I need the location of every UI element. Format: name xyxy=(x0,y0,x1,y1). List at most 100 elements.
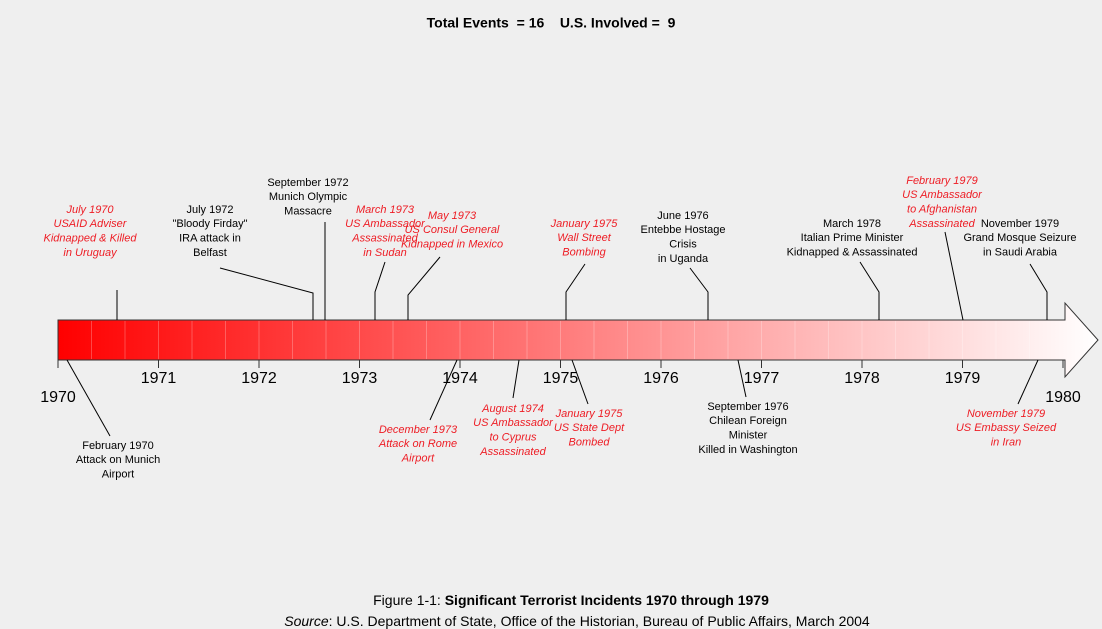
timeline-arrow xyxy=(57,301,1099,379)
event: July 1972 "Bloody Firday" IRA attack in Bel… xyxy=(172,204,247,259)
source: Source: U.S. Department of State, Office… xyxy=(284,613,870,629)
event: January 1975 US State Dept Bombed xyxy=(554,408,625,449)
event-label-line: Kidnapped & Killed xyxy=(44,233,138,245)
event-connector xyxy=(859,261,880,320)
year-label: 1974 xyxy=(442,370,478,387)
event: February 1979 US Ambassador to Afghanistan… xyxy=(902,175,983,230)
event-label-line: Massacre xyxy=(284,206,332,218)
event-label-line: Attack on Rome xyxy=(378,438,457,450)
event: February 1970 Attack on Munich Airport xyxy=(76,440,160,481)
event-label-line: Assassinated xyxy=(351,233,418,245)
event-label-line: July 1972 xyxy=(186,204,233,216)
event-label-line: June 1976 xyxy=(657,210,708,222)
event-label-line: Entebbe Hostage xyxy=(640,224,725,236)
year-label: 1971 xyxy=(141,370,177,387)
header-title: Total Events = 16 U.S. Involved = 9 xyxy=(427,15,676,31)
event-label-line: US Ambassador xyxy=(345,218,426,230)
event-connector xyxy=(407,256,441,320)
source-text: : U.S. Department of State, Office of th… xyxy=(329,613,870,629)
event-label-line: Belfast xyxy=(193,247,227,259)
event-label-line: US Consul General xyxy=(405,224,500,236)
event-label-line: Attack on Munich xyxy=(76,454,160,466)
event: September 1976 Chilean Foreign Minister Kil… xyxy=(698,401,797,456)
event: May 1973 US Consul General Kidnapped in Me… xyxy=(401,210,503,251)
event-label-line: Bombing xyxy=(562,247,606,259)
event-label-line: US Ambassador xyxy=(902,189,983,201)
event-label-line: September 1976 xyxy=(707,401,788,413)
caption-prefix: Figure 1-1: xyxy=(373,592,441,608)
caption-title: Significant Terrorist Incidents 1970 thr… xyxy=(445,592,769,608)
event: November 1979 US Embassy Seized in Iran xyxy=(956,408,1057,449)
event-label-line: Bombed xyxy=(569,437,611,449)
event-label-line: IRA attack in xyxy=(179,233,241,245)
event-label-line: December 1973 xyxy=(379,424,458,436)
event-label-line: to Afghanistan xyxy=(907,204,977,216)
year-label: 1980 xyxy=(1045,389,1081,406)
band-divisions xyxy=(91,321,1030,359)
event-label-line: August 1974 xyxy=(481,403,544,415)
event-label-line: Kidnapped & Assassinated xyxy=(787,247,918,259)
year-label: 1977 xyxy=(744,370,780,387)
event-label-line: Crisis xyxy=(669,239,697,251)
year-label: 1978 xyxy=(844,370,880,387)
event: September 1972 Munich Olympic Massacre xyxy=(267,177,348,218)
event: November 1979 Grand Mosque Seizure in Saud… xyxy=(963,218,1076,259)
event: March 1973 US Ambassador Assassinated in Su… xyxy=(345,204,426,259)
event-connector xyxy=(1017,359,1039,405)
event-label-line: Airport xyxy=(102,469,134,481)
event-label-line: Italian Prime Minister xyxy=(801,232,904,244)
event-label-line: in Iran xyxy=(991,437,1022,449)
event-connector xyxy=(689,267,709,320)
event-connector xyxy=(1029,263,1048,320)
event-label-line: March 1978 xyxy=(823,218,881,230)
event-label-line: Minister xyxy=(729,430,768,442)
event-label-line: May 1973 xyxy=(428,210,477,222)
event-label-line: February 1970 xyxy=(82,440,154,452)
event-label-line: USAID Adviser xyxy=(54,218,128,230)
event-label-line: November 1979 xyxy=(967,408,1045,420)
event: January 1975 Wall Street Bombing xyxy=(550,218,619,259)
year-label: 1973 xyxy=(342,370,378,387)
event-connector xyxy=(374,261,386,320)
event-label-line: Kidnapped in Mexico xyxy=(401,239,503,251)
event: June 1976 Entebbe Hostage Crisis in Uganda xyxy=(640,210,725,265)
event-label-line: Munich Olympic xyxy=(269,191,348,203)
year-label: 1975 xyxy=(543,370,579,387)
event-label-line: Wall Street xyxy=(557,232,612,244)
event: March 1978 Italian Prime Minister Kidnappe… xyxy=(787,218,918,259)
event-label-line: US State Dept xyxy=(554,422,625,434)
year-label: 1976 xyxy=(643,370,679,387)
source-label: Source xyxy=(284,613,329,629)
event-label-line: July 1970 xyxy=(65,204,114,216)
event-label-line: in Saudi Arabia xyxy=(983,247,1058,259)
event: August 1974 US Ambassador to Cyprus Assassi… xyxy=(473,403,554,458)
event-label-line: February 1979 xyxy=(906,175,978,187)
event-label-line: in Uganda xyxy=(658,253,709,265)
event-connector xyxy=(66,359,111,437)
year-label: 1972 xyxy=(241,370,277,387)
event-label-line: Assassinated xyxy=(479,446,546,458)
event-label-line: US Ambassador xyxy=(473,417,554,429)
event-label-line: "Bloody Firday" xyxy=(172,218,247,230)
event-label-line: January 1975 xyxy=(555,408,624,420)
event-label-line: to Cyprus xyxy=(489,432,537,444)
event: July 1970 USAID Adviser Kidnapped & Killed… xyxy=(44,204,138,259)
event-label-line: January 1975 xyxy=(550,218,619,230)
event-connector xyxy=(429,359,458,421)
event-label-line: November 1979 xyxy=(981,218,1059,230)
event-label-line: in Uruguay xyxy=(63,247,118,259)
event-label-line: September 1972 xyxy=(267,177,348,189)
event-connector xyxy=(565,263,586,320)
event-label-line: March 1973 xyxy=(356,204,415,216)
event: December 1973 Attack on Rome Airport xyxy=(378,424,458,465)
event-label-line: US Embassy Seized xyxy=(956,422,1057,434)
caption: Figure 1-1: Significant Terrorist Incide… xyxy=(373,592,769,608)
event-label-line: Chilean Foreign xyxy=(709,415,787,427)
event-label-line: Grand Mosque Seizure xyxy=(963,232,1076,244)
event-connector xyxy=(219,267,314,320)
event-label-line: in Sudan xyxy=(363,247,406,259)
event-connector xyxy=(571,359,589,405)
year-label: 1979 xyxy=(945,370,981,387)
